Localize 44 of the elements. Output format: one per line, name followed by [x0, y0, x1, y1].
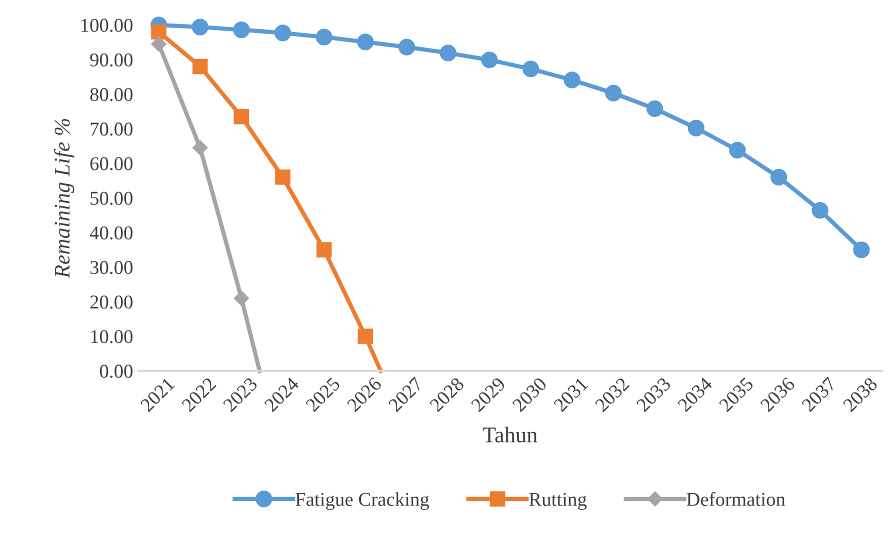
legend-label: Deformation	[686, 492, 786, 506]
y-tick-label: 40.00	[90, 226, 133, 240]
point	[151, 36, 166, 52]
point	[275, 170, 290, 185]
point	[522, 60, 540, 78]
y-tick-label: 10.00	[91, 330, 133, 344]
x-axis-title: Tahun	[482, 426, 538, 442]
point	[812, 202, 828, 219]
y-tick-label: 100.00	[81, 18, 133, 32]
y-tick-label: 20.00	[90, 296, 133, 309]
point	[357, 34, 374, 50]
point	[646, 100, 664, 118]
point	[234, 109, 250, 124]
point	[234, 290, 250, 306]
point	[151, 24, 166, 40]
legend-label: Rutting	[529, 492, 587, 510]
point	[688, 120, 704, 136]
point	[440, 44, 456, 62]
y-tick-label: 0.00	[100, 364, 133, 378]
point	[605, 84, 622, 102]
x-tick-label: 2031	[553, 376, 588, 412]
y-tick-label: 50.00	[90, 192, 133, 205]
point	[853, 241, 870, 258]
point	[729, 142, 746, 159]
x-tick-label: 2021	[140, 376, 176, 412]
point	[316, 242, 332, 258]
point	[233, 21, 250, 38]
legend-label: Fatigue Cracking	[296, 492, 430, 510]
y-tick-label: 90.00	[90, 53, 133, 67]
point	[192, 58, 208, 74]
y-axis-title: Remaining Life %	[54, 118, 74, 278]
y-tick-label: 60.00	[90, 157, 133, 170]
point	[274, 24, 292, 42]
point	[564, 72, 580, 88]
point	[192, 18, 208, 36]
point	[358, 328, 374, 344]
point	[481, 52, 498, 68]
point	[770, 168, 788, 186]
y-tick-label: 30.00	[90, 260, 133, 274]
point	[316, 28, 332, 46]
y-tick-label: 70.00	[90, 122, 133, 136]
y-tick-label: 80.00	[90, 88, 133, 102]
point	[398, 38, 416, 56]
point	[192, 140, 208, 156]
